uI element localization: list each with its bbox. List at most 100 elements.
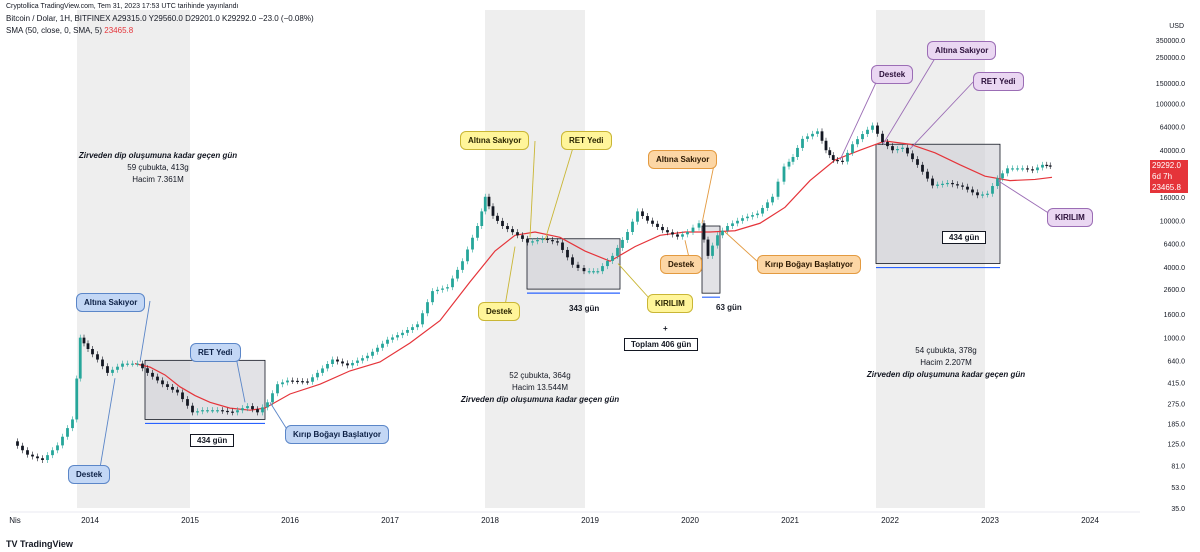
candle-body — [736, 220, 739, 224]
candle-body — [336, 359, 339, 362]
candle-body — [26, 450, 29, 455]
note2-bars: 52 çubukta, 364g — [509, 371, 571, 380]
candle-body — [356, 360, 359, 363]
candle-body — [946, 182, 949, 185]
candle-body — [766, 202, 769, 208]
candle-body — [480, 211, 484, 227]
candle-body — [697, 223, 701, 228]
candle-body — [911, 153, 914, 160]
note1-bars: 59 çubukta, 413g — [127, 163, 189, 172]
candle-body — [436, 289, 439, 292]
candle-body — [706, 239, 710, 256]
candle-body — [461, 261, 464, 270]
candle-body — [306, 381, 309, 383]
candle-body — [241, 408, 244, 411]
candle-body — [726, 226, 729, 231]
candle-body — [61, 436, 64, 446]
callout-destek-4: Destek — [871, 65, 914, 84]
candle-body — [526, 238, 529, 243]
candle-body — [828, 150, 832, 156]
candle-body — [211, 410, 214, 412]
candle-body — [21, 445, 24, 451]
candle-body — [991, 186, 994, 194]
candle-body — [596, 271, 600, 273]
candle-body — [996, 178, 999, 187]
callout-pointer-1 — [139, 300, 151, 363]
candle-body — [891, 146, 894, 151]
candle-body — [776, 181, 780, 197]
candle-body — [671, 232, 674, 235]
days-cycle1: 434 gün — [190, 434, 235, 447]
callout-pointer-11 — [724, 231, 759, 263]
candle-body — [846, 152, 849, 162]
x-tick-label: 2018 — [481, 516, 499, 525]
candle-body — [1045, 164, 1049, 167]
y-tick-label: 415.0 — [1167, 380, 1185, 387]
candle-body — [191, 405, 194, 413]
callout-pointer-7 — [504, 246, 516, 307]
candle-body — [791, 157, 795, 162]
candle-body — [691, 227, 695, 232]
candle-body — [761, 207, 764, 214]
candle-body — [876, 125, 879, 134]
candle-body — [626, 231, 629, 240]
candle-body — [971, 189, 974, 193]
candle-body — [981, 194, 984, 196]
candle-body — [801, 138, 804, 148]
candle-body — [361, 358, 364, 361]
y-tick-label: 6400.0 — [1164, 241, 1186, 248]
candle-body — [782, 166, 786, 182]
sma-label: SMA (50, close, 0, SMA, 5) — [6, 26, 103, 35]
currency-label: USD — [1169, 23, 1184, 30]
candle-body — [391, 337, 394, 340]
callout-destek-1: Destek — [68, 465, 111, 484]
candle-body — [936, 184, 939, 186]
candle-body — [301, 381, 304, 383]
note3-title: Zirveden dip oluşumuna kadar geçen gün — [866, 370, 1026, 379]
candle-body — [411, 327, 414, 330]
candle-body — [456, 269, 459, 279]
candle-body — [681, 234, 684, 237]
candle-body — [861, 134, 864, 140]
price-axis: 350000.0 250000.0 150000.0 100000.0 64000.0 4… — [1156, 38, 1185, 513]
sma-legend[interactable]: SMA (50, close, 0, SMA, 5) 23465.8 — [6, 26, 133, 35]
candle-body — [491, 206, 495, 216]
note-cycle4: 54 çubukta, 378g Hacim 2.207M Zirveden d… — [846, 345, 1046, 381]
candle-body — [86, 343, 90, 349]
candle-body — [206, 410, 209, 412]
candle-body — [346, 363, 349, 366]
candle-body — [1031, 169, 1034, 171]
callout-pointer-13 — [882, 49, 941, 145]
candle-body — [181, 392, 184, 400]
candle-body — [396, 335, 399, 338]
candle-body — [246, 406, 249, 409]
candle-body — [1016, 168, 1019, 170]
candle-body — [856, 139, 859, 145]
tradingview-brand[interactable]: TV TradingView — [6, 539, 73, 549]
candle-body — [471, 237, 474, 250]
candle-body — [131, 363, 134, 365]
candle-body — [36, 456, 39, 459]
callout-altina-sakiyor-4: Altına Sakıyor — [927, 41, 997, 60]
candle-body — [676, 234, 679, 237]
candle-body — [916, 159, 919, 165]
candle-body — [251, 406, 254, 410]
candle-body — [1041, 164, 1044, 168]
note2-title: Zirveden dip oluşumuna kadar geçen gün — [460, 395, 620, 404]
candle-body — [96, 354, 99, 360]
candle-body — [466, 249, 469, 262]
range-box-1 — [144, 359, 266, 420]
candle-body — [56, 445, 59, 451]
candle-body — [176, 389, 179, 393]
y-tick-label: 1600.0 — [1164, 312, 1186, 319]
candle-body — [166, 384, 169, 387]
candle-body — [561, 242, 564, 250]
candle-body — [866, 129, 869, 135]
y-tick-label: 125.0 — [1167, 441, 1185, 448]
candle-body — [787, 161, 791, 167]
range-box-4 — [875, 143, 1001, 264]
candle-body — [91, 348, 94, 355]
callout-kirilim-2: KIRILIM — [647, 294, 693, 313]
y-tick-label: 81.0 — [1171, 463, 1185, 470]
